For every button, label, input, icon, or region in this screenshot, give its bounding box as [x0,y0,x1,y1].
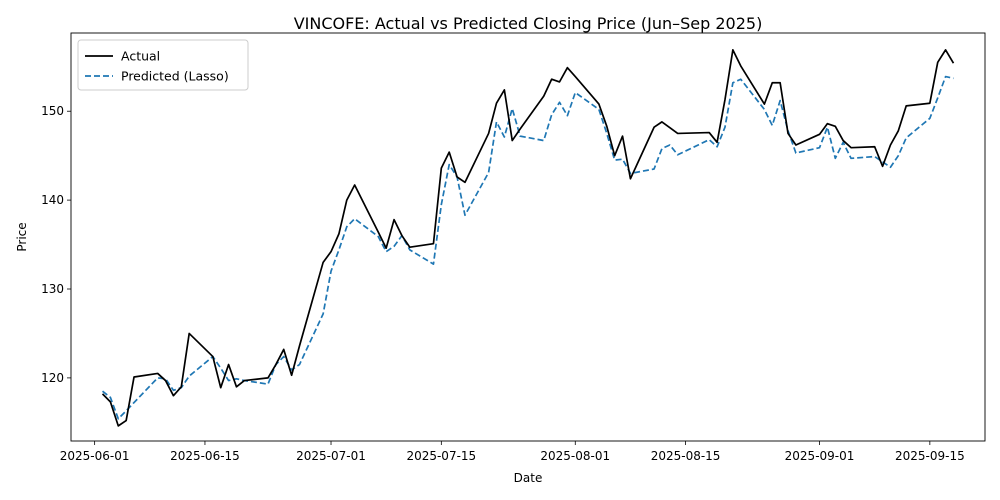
x-tick-label: 2025-08-15 [651,449,721,463]
x-tick-label: 2025-09-01 [785,449,855,463]
y-tick-label: 130 [41,282,64,296]
legend-label-predicted: Predicted (Lasso) [121,69,229,84]
y-axis: 120 130 140 150 [41,104,71,385]
y-tick-label: 120 [41,371,64,385]
series-line-actual [101,49,955,427]
legend-label-actual: Actual [121,49,160,64]
x-axis-label: Date [514,471,543,485]
chart-title: VINCOFE: Actual vs Predicted Closing Pri… [294,14,763,33]
y-tick-label: 150 [41,104,64,118]
x-tick-label: 2025-07-15 [406,449,476,463]
y-tick-label: 140 [41,193,64,207]
plot-frame [70,32,986,442]
series-line-predicted [101,75,954,420]
x-tick-label: 2025-06-01 [60,449,130,463]
x-tick-label: 2025-08-01 [540,449,610,463]
x-tick-label: 2025-06-15 [170,449,240,463]
y-axis-label: Price [15,222,29,251]
legend-box [77,39,249,91]
x-axis: 2025-06-01 2025-06-15 2025-07-01 2025-07-15… [60,441,965,463]
plot-lines [101,49,955,427]
x-tick-label: 2025-09-15 [895,449,965,463]
legend: Actual Predicted (Lasso) [77,39,249,91]
x-tick-label: 2025-07-01 [296,449,366,463]
